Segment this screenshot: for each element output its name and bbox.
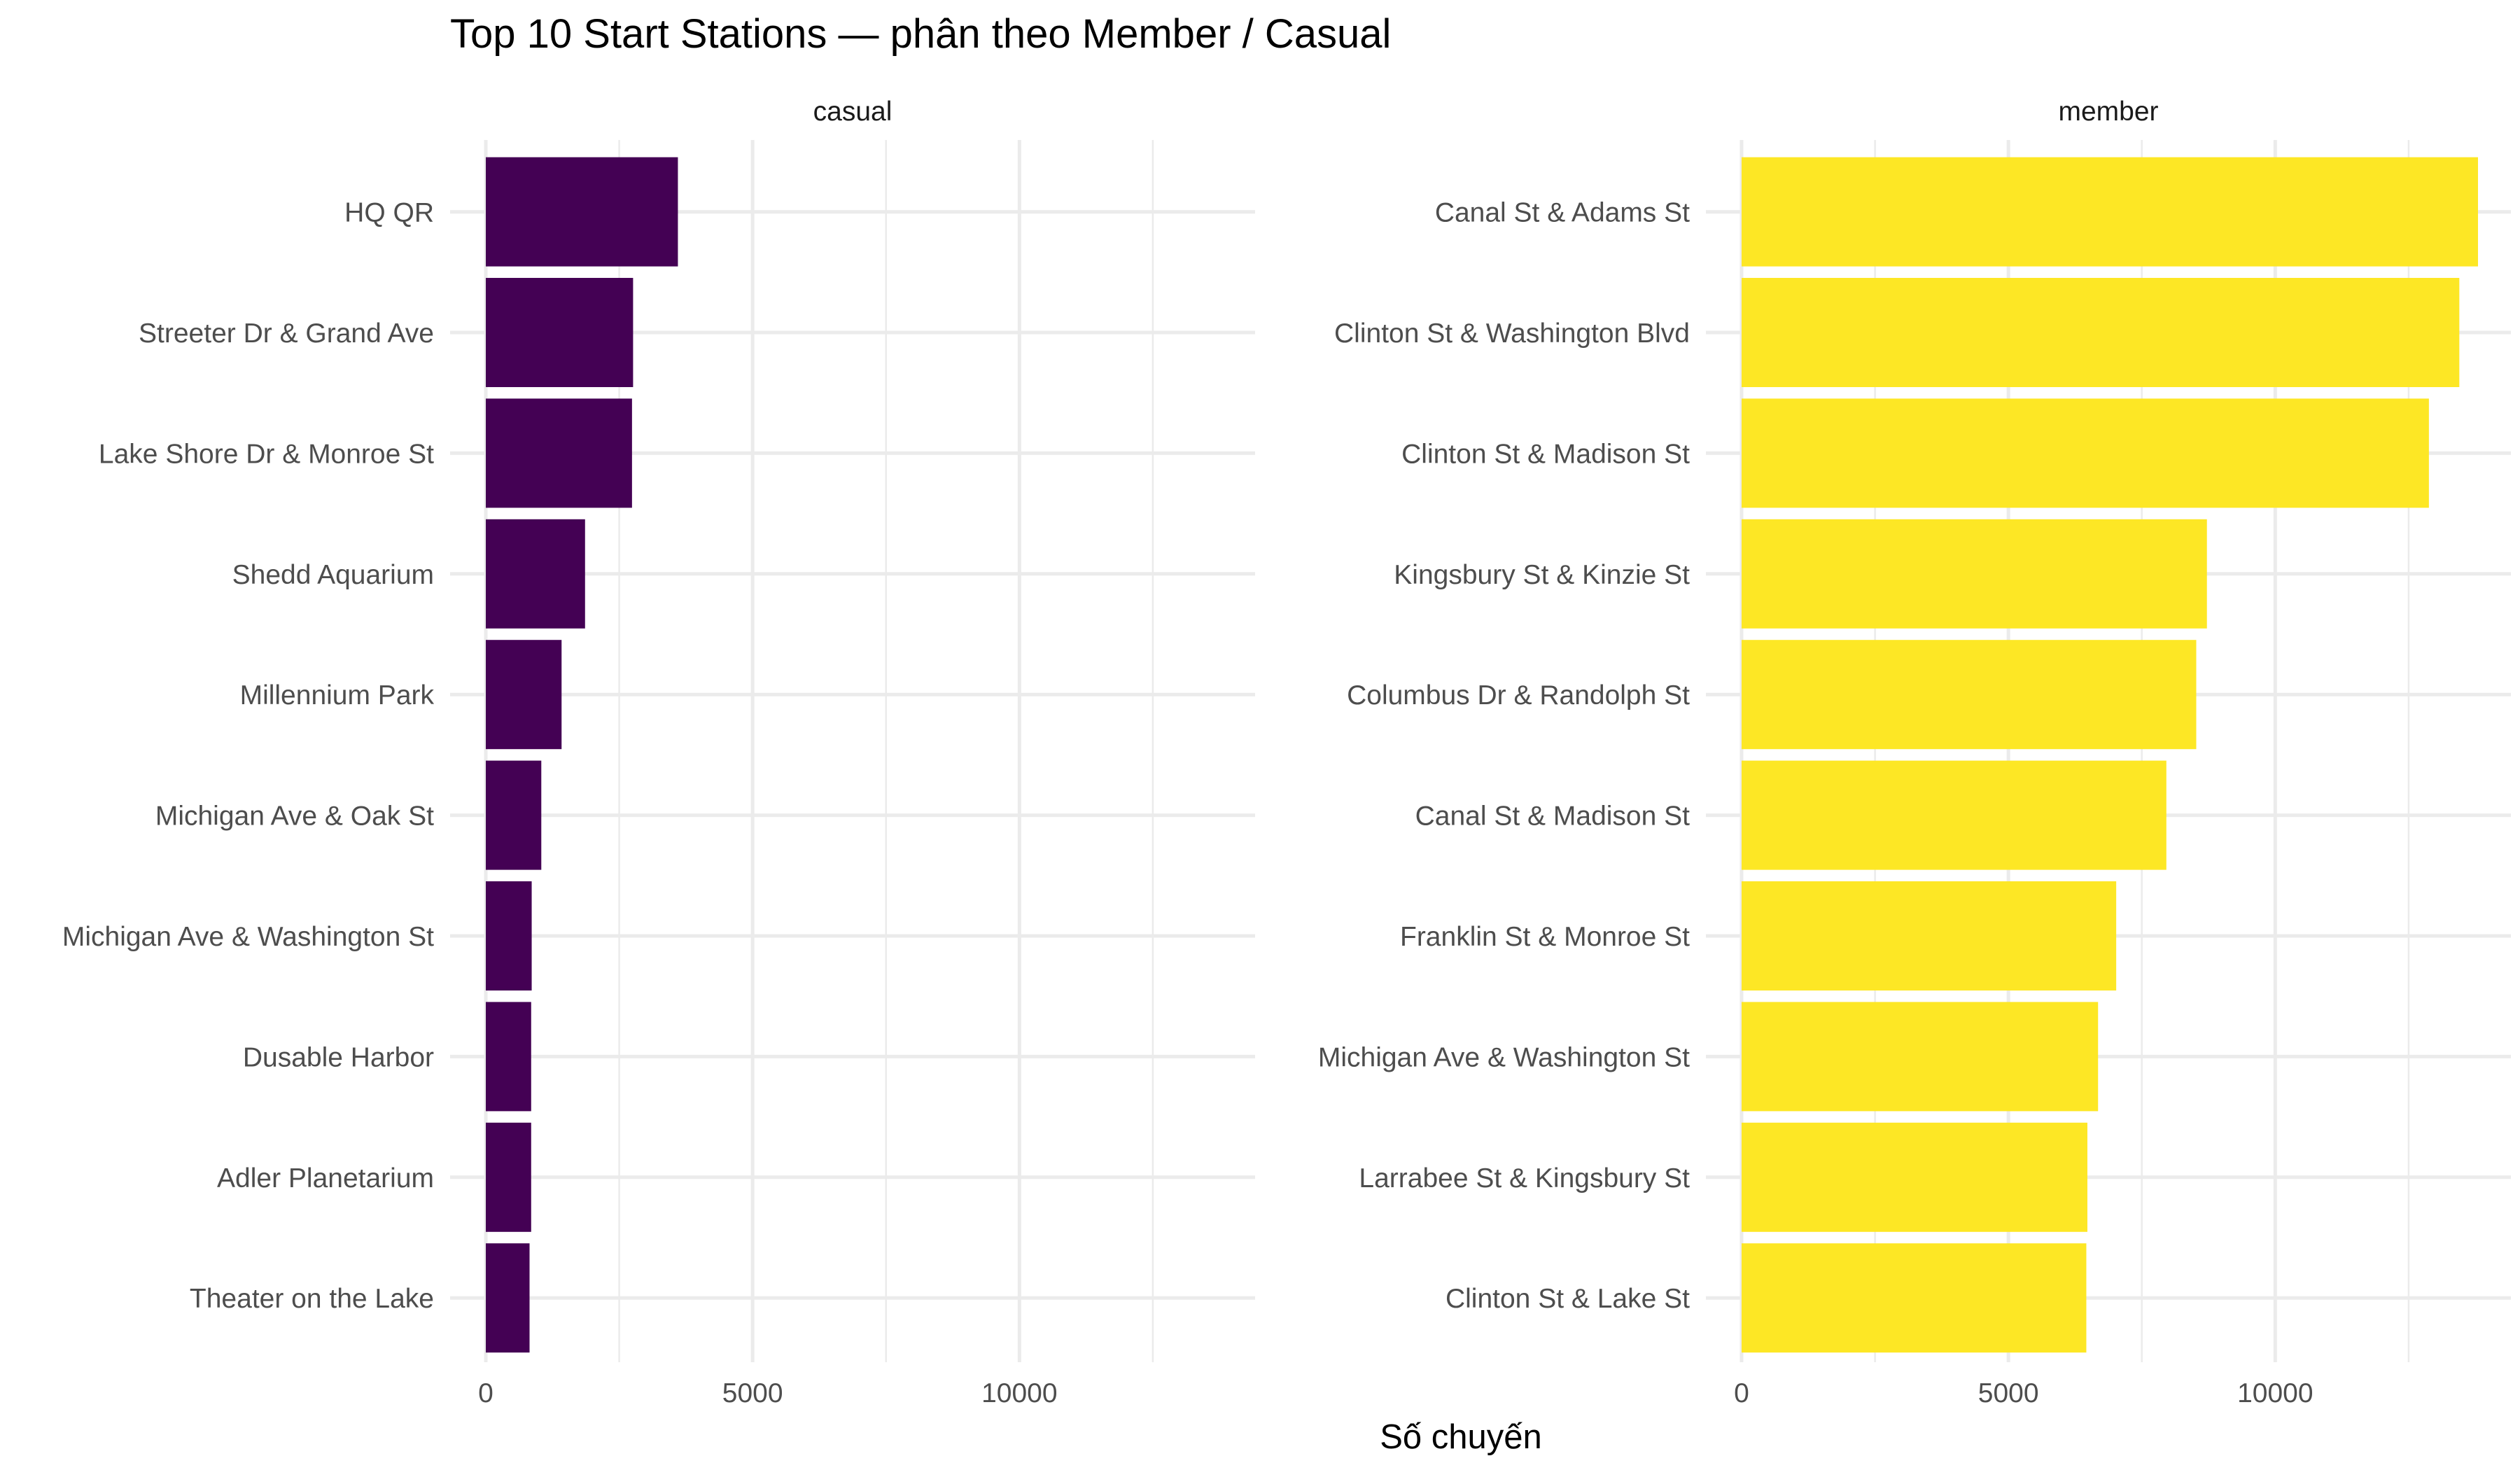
bar-member-8 (1742, 1002, 2099, 1112)
bar-member-3 (1742, 398, 2429, 508)
category-label: Clinton St & Washington Blvd (1334, 318, 1690, 349)
category-label: Franklin St & Monroe St (1400, 922, 1690, 952)
category-label: Michigan Ave & Washington St (62, 922, 434, 952)
bar-casual-1 (486, 157, 678, 267)
bar-casual-2 (486, 278, 634, 387)
category-label: Larrabee St & Kingsbury St (1359, 1163, 1690, 1194)
category-label: Columbus Dr & Randolph St (1347, 680, 1690, 710)
bar-casual-10 (486, 1243, 530, 1353)
bar-casual-7 (486, 881, 532, 990)
category-label: Streeter Dr & Grand Ave (139, 318, 434, 349)
chart-panels: HQ QR Streeter Dr & Grand Ave Lake Shore D… (62, 97, 2511, 1408)
category-label: Dusable Harbor (243, 1042, 434, 1072)
x-tick-label: 5000 (1978, 1378, 2039, 1408)
x-axis-label: Số chuyến (1380, 1418, 1542, 1456)
panel-casual: HQ QR Streeter Dr & Grand Ave Lake Shore D… (62, 97, 1255, 1408)
bar-casual-4 (486, 519, 585, 629)
category-label: Theater on the Lake (190, 1284, 434, 1314)
bar-member-10 (1742, 1243, 2087, 1353)
category-label: Shedd Aquarium (232, 560, 434, 590)
bar-member-5 (1742, 640, 2197, 750)
x-tick-label: 0 (1734, 1378, 1749, 1408)
category-label: Millennium Park (240, 680, 435, 710)
bar-member-2 (1742, 278, 2460, 387)
chart-title: Top 10 Start Stations — phân theo Member… (450, 11, 1391, 57)
x-tick-label: 10000 (2237, 1378, 2313, 1408)
category-label: Canal St & Adams St (1435, 198, 1690, 228)
category-label: Michigan Ave & Washington St (1318, 1042, 1690, 1072)
panel-member: Canal St & Adams St Clinton St & Washingt… (1318, 97, 2511, 1408)
category-label: Adler Planetarium (217, 1163, 434, 1194)
x-tick-label: 10000 (981, 1378, 1057, 1408)
bar-member-7 (1742, 881, 2117, 990)
bar-member-6 (1742, 760, 2166, 870)
category-label: HQ QR (344, 198, 434, 228)
bar-casual-9 (486, 1122, 531, 1232)
category-label: Lake Shore Dr & Monroe St (99, 439, 434, 469)
bar-member-4 (1742, 519, 2207, 629)
bar-casual-8 (486, 1002, 531, 1112)
facet-label-member: member (2058, 97, 2158, 127)
category-label: Clinton St & Madison St (1401, 439, 1690, 469)
category-label: Canal St & Madison St (1415, 802, 1690, 832)
bar-casual-3 (486, 398, 632, 508)
x-tick-label: 5000 (722, 1378, 783, 1408)
x-tick-label: 0 (478, 1378, 493, 1408)
bar-member-9 (1742, 1122, 2087, 1232)
category-label: Kingsbury St & Kinzie St (1394, 560, 1690, 590)
category-label: Michigan Ave & Oak St (155, 802, 434, 832)
bar-member-1 (1742, 157, 2478, 267)
bar-casual-6 (486, 760, 542, 870)
facet-label-casual: casual (813, 97, 892, 127)
category-label: Clinton St & Lake St (1446, 1284, 1690, 1314)
bar-casual-5 (486, 640, 562, 750)
